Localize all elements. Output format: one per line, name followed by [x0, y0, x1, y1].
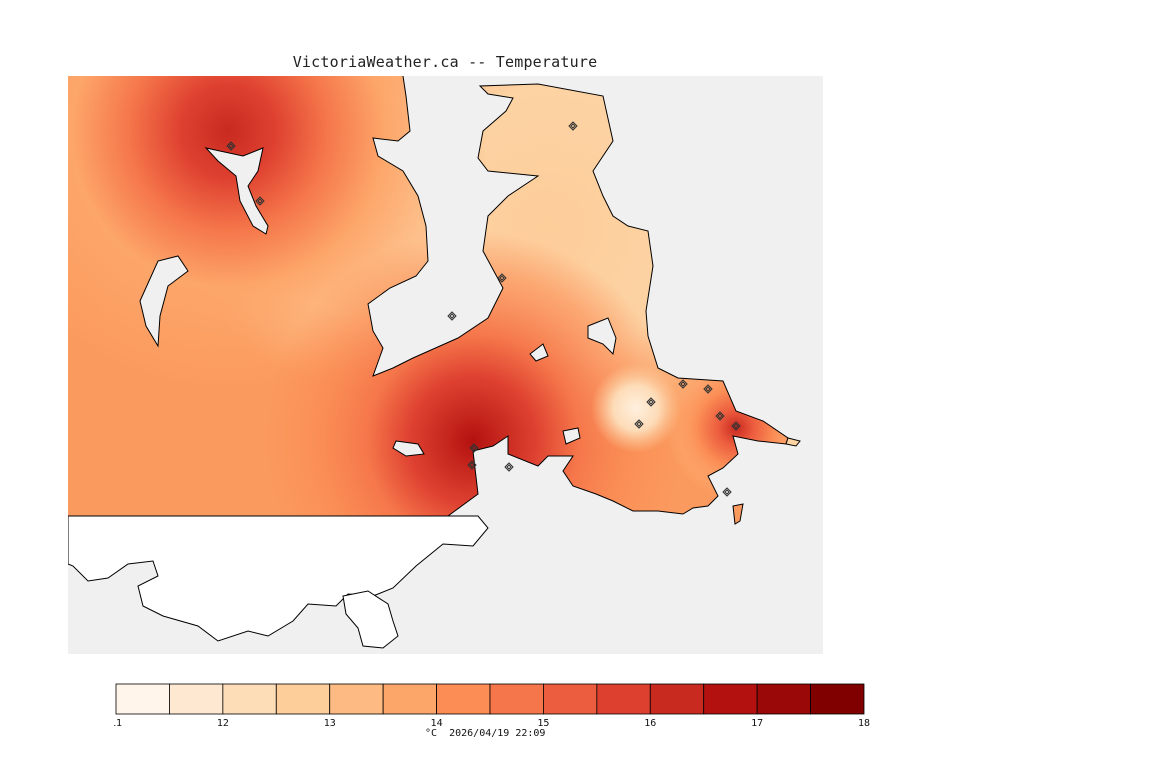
lake [204, 147, 269, 235]
lake [562, 427, 581, 445]
legend-color-box [649, 683, 705, 715]
legend-tick-label: 17 [751, 718, 763, 728]
legend-color-box [169, 683, 224, 715]
station-marker [731, 421, 741, 431]
weather-stations [226, 121, 741, 497]
legend-tick-label: 16 [644, 718, 656, 728]
island [785, 437, 801, 447]
legend-color-box [756, 683, 811, 715]
station-marker [646, 397, 656, 407]
station-marker [447, 311, 457, 321]
legend-unit: °C [425, 728, 438, 739]
station-marker [467, 460, 477, 470]
legend-color-boxes [115, 683, 865, 715]
map-title: VictoriaWeather.ca -- Temperature [292, 53, 598, 71]
legend-color-box [489, 683, 544, 715]
legend-color-box [275, 683, 331, 715]
lake [392, 440, 425, 457]
lake [139, 255, 189, 348]
legend-color-box [222, 683, 277, 715]
station-marker [703, 384, 713, 394]
legend-color-box [115, 683, 170, 715]
station-marker [715, 411, 725, 421]
station-marker [678, 379, 688, 389]
station-marker [255, 196, 265, 206]
legend-tick-label: 18 [858, 718, 870, 728]
legend-color-box [810, 683, 865, 715]
legend-tick-label: 15 [537, 718, 549, 728]
station-marker [634, 419, 644, 429]
legend-color-box [382, 683, 437, 715]
no-data-land [68, 515, 489, 642]
legend-color-box [543, 683, 598, 715]
station-marker [497, 273, 507, 283]
lake [587, 317, 617, 356]
legend-color-box [596, 683, 651, 715]
legend-caption: °C 2026/04/19 22:09 [425, 728, 545, 739]
legend-color-box [329, 683, 384, 715]
legend-color-box [703, 683, 758, 715]
temperature-map [68, 76, 823, 654]
legend-tick-label: 12 [217, 718, 229, 728]
legend-tick-labels: 11 12 13 14 15 16 17 18 [114, 718, 870, 728]
island [732, 503, 744, 525]
legend-tick-label: 13 [324, 718, 336, 728]
legend-tick-label: 11 [114, 718, 122, 728]
station-marker [226, 141, 236, 151]
temperature-legend: 11 12 13 14 15 16 17 18 [114, 683, 870, 728]
lake [529, 343, 549, 362]
station-marker [504, 462, 514, 472]
legend-timestamp: 2026/04/19 22:09 [449, 728, 546, 739]
station-marker [722, 487, 732, 497]
station-marker [469, 443, 479, 453]
coastline [367, 76, 789, 517]
no-data-land [342, 590, 399, 649]
legend-tick-label: 14 [431, 718, 443, 728]
legend-color-box [436, 683, 491, 715]
station-marker [568, 121, 578, 131]
